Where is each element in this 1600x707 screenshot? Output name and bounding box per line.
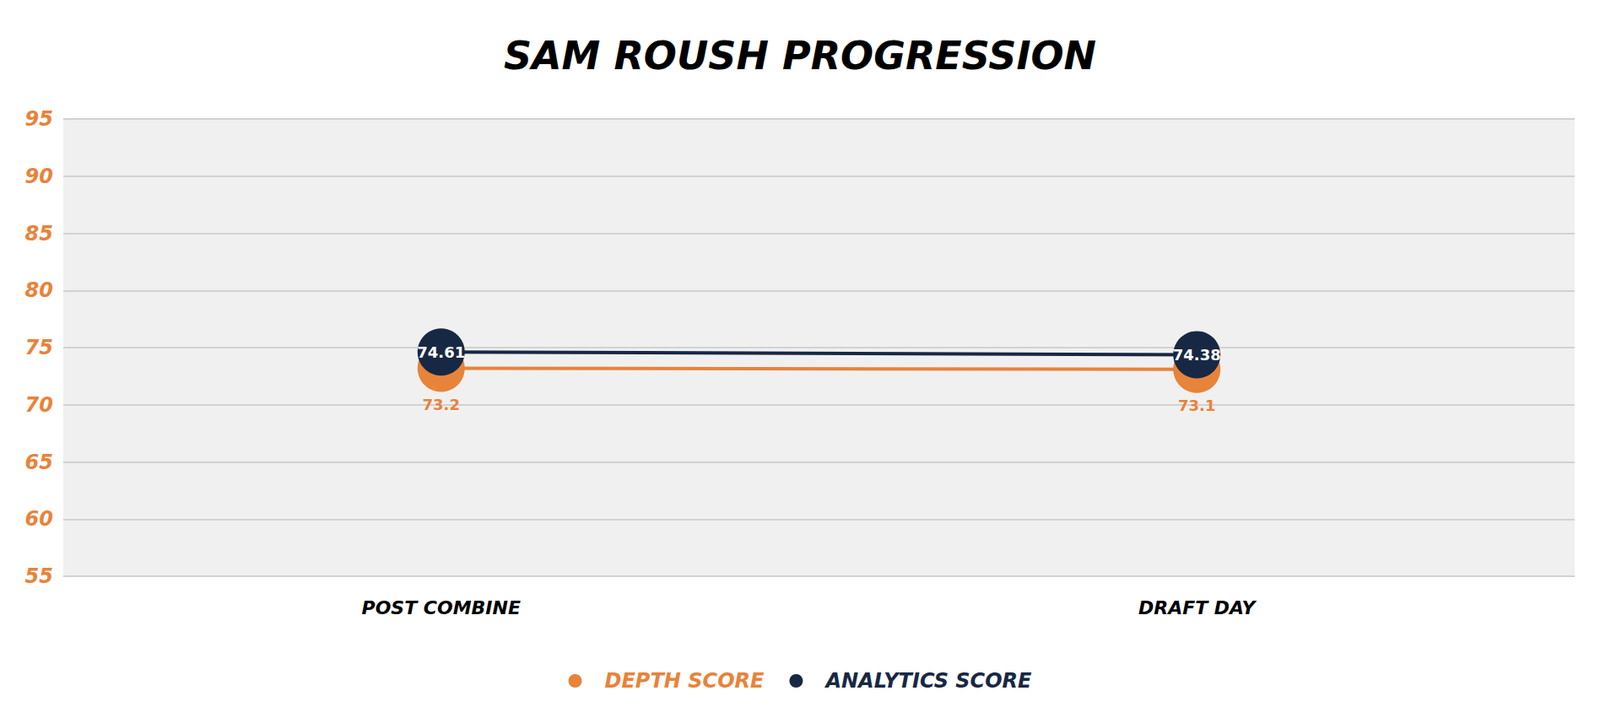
svg-text:55: 55 <box>25 564 54 589</box>
svg-text:65: 65 <box>25 450 54 475</box>
svg-text:POST COMBINE: POST COMBINE <box>362 597 521 619</box>
svg-text:70: 70 <box>25 393 54 417</box>
svg-text:SAM ROUSH PROGRESSION: SAM ROUSH PROGRESSION <box>503 32 1097 79</box>
svg-text:74.38: 74.38 <box>1172 345 1222 364</box>
svg-text:73.2: 73.2 <box>422 395 460 414</box>
svg-text:75: 75 <box>25 335 54 360</box>
svg-text:90: 90 <box>25 164 54 189</box>
svg-text:85: 85 <box>25 221 54 246</box>
svg-text:60: 60 <box>25 507 54 531</box>
svg-text:73.1: 73.1 <box>1178 396 1216 415</box>
svg-text:80: 80 <box>25 278 54 303</box>
svg-text:ANALYTICS SCORE: ANALYTICS SCORE <box>823 669 1033 693</box>
svg-text:DEPTH SCORE: DEPTH SCORE <box>605 669 766 693</box>
svg-text:95: 95 <box>25 107 54 131</box>
svg-text:DRAFT DAY: DRAFT DAY <box>1138 597 1258 619</box>
svg-text:74.61: 74.61 <box>416 343 465 362</box>
